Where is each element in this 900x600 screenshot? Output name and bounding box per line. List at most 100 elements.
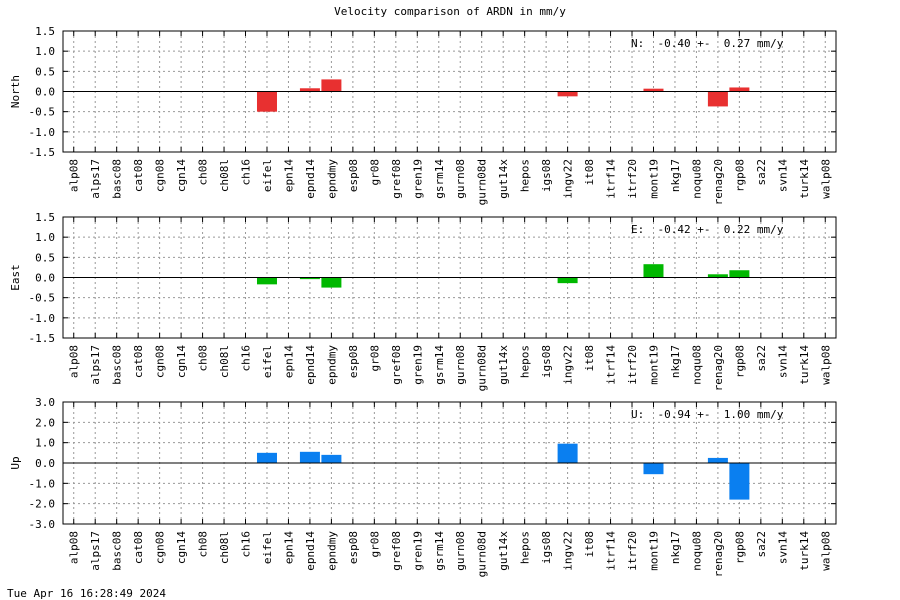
up-xtick-label: it08 xyxy=(583,531,596,558)
east-xtick-label: gurn08d xyxy=(476,345,489,391)
up-xtick-label: sa22 xyxy=(755,531,768,558)
east-bar-epndmy xyxy=(321,277,342,288)
up-xtick-label: hepos xyxy=(519,531,532,564)
east-xtick-label: epnd14 xyxy=(304,345,317,385)
north-xtick-label: gurn08d xyxy=(476,159,489,205)
east-xtick-label: gref08 xyxy=(390,345,403,385)
up-xtick-label: itrf20 xyxy=(626,531,639,571)
north-ytick-label: 1.0 xyxy=(35,45,55,58)
north-bar-ingv22 xyxy=(557,91,578,97)
up-ytick-label: 1.0 xyxy=(35,437,55,450)
east-xtick-label: eifel xyxy=(261,345,274,378)
north-xtick-label: gren19 xyxy=(411,159,424,199)
north-xtick-label: gref08 xyxy=(390,159,403,199)
north-xtick-label: itrf20 xyxy=(626,159,639,199)
east-ytick-label: 1.5 xyxy=(35,211,55,224)
up-xtick-label: basc08 xyxy=(111,531,124,571)
up-xtick-label: alps17 xyxy=(89,531,102,571)
north-xtick-label: basc08 xyxy=(111,159,124,199)
up-ytick-label: 2.0 xyxy=(35,416,55,429)
up-bar-ingv22 xyxy=(557,443,578,463)
up-xtick-label: renag20 xyxy=(712,531,725,577)
up-xtick-label: cgn08 xyxy=(154,531,167,564)
up-xtick-label: mont19 xyxy=(647,531,660,571)
east-xtick-label: itrf14 xyxy=(605,345,618,385)
up-xtick-label: rgp08 xyxy=(733,531,746,564)
east-xtick-label: gsrm14 xyxy=(433,345,446,385)
north-xtick-label: igs08 xyxy=(540,159,553,192)
east-ytick-label: 0.5 xyxy=(35,251,55,264)
east-xtick-label: noqu08 xyxy=(690,345,703,385)
north-bar-rgp08 xyxy=(729,87,750,92)
timestamp-footer: Tue Apr 16 16:28:49 2024 xyxy=(7,587,166,600)
north-ytick-label: 0.0 xyxy=(35,86,55,99)
north-xtick-label: gurn08 xyxy=(454,159,467,199)
east-xtick-label: sa22 xyxy=(755,345,768,372)
east-xtick-label: esp08 xyxy=(347,345,360,378)
north-ytick-label: -0.5 xyxy=(29,106,56,119)
up-summary-label: U: -0.94 +- 1.00 mm/y xyxy=(631,408,784,421)
north-xtick-label: gut14x xyxy=(497,159,510,199)
north-xtick-label: ch16 xyxy=(240,159,253,186)
up-ytick-label: 0.0 xyxy=(35,457,55,470)
east-xtick-label: renag20 xyxy=(712,345,725,391)
east-xtick-label: svn14 xyxy=(776,345,789,378)
north-xtick-label: mont19 xyxy=(647,159,660,199)
chart-title: Velocity comparison of ARDN in mm/y xyxy=(334,5,566,18)
east-bar-epnd14 xyxy=(299,277,320,280)
up-bar-epnd14 xyxy=(299,451,320,463)
north-xtick-label: renag20 xyxy=(712,159,725,205)
up-xtick-label: cgn14 xyxy=(175,531,188,564)
up-xtick-label: gref08 xyxy=(390,531,403,571)
east-xtick-label: rgp08 xyxy=(733,345,746,378)
up-ytick-label: 3.0 xyxy=(35,396,55,409)
up-xtick-label: ch08 xyxy=(197,531,210,558)
north-xtick-label: svn14 xyxy=(776,159,789,192)
east-bar-ingv22 xyxy=(557,277,578,284)
north-bar-renag20 xyxy=(707,91,728,107)
north-xtick-label: cat08 xyxy=(132,159,145,192)
north-xtick-label: alp08 xyxy=(68,159,81,192)
east-xtick-label: turk14 xyxy=(798,345,811,385)
east-xtick-label: itrf20 xyxy=(626,345,639,385)
up-xtick-label: eifel xyxy=(261,531,274,564)
north-bar-eifel xyxy=(256,91,277,112)
east-xtick-label: gren19 xyxy=(411,345,424,385)
north-xtick-label: ch08l xyxy=(218,159,231,192)
north-xtick-label: walp08 xyxy=(819,159,832,199)
east-bar-rgp08 xyxy=(729,270,750,278)
up-xtick-label: walp08 xyxy=(819,531,832,571)
east-xtick-label: cgn08 xyxy=(154,345,167,378)
east-xtick-label: ingv22 xyxy=(562,345,575,385)
north-ylabel: North xyxy=(9,75,22,108)
east-bar-eifel xyxy=(256,277,277,285)
up-xtick-label: svn14 xyxy=(776,531,789,564)
north-xtick-label: turk14 xyxy=(798,159,811,199)
east-xtick-label: walp08 xyxy=(819,345,832,385)
north-xtick-label: epn14 xyxy=(282,159,295,192)
north-xtick-label: sa22 xyxy=(755,159,768,186)
east-xtick-label: it08 xyxy=(583,345,596,372)
east-xtick-label: basc08 xyxy=(111,345,124,385)
up-xtick-label: esp08 xyxy=(347,531,360,564)
east-xtick-label: ch16 xyxy=(240,345,253,372)
east-bar-renag20 xyxy=(707,274,728,278)
east-xtick-label: gurn08 xyxy=(454,345,467,385)
north-xtick-label: gsrm14 xyxy=(433,159,446,199)
north-xtick-label: ch08 xyxy=(197,159,210,186)
up-xtick-label: gren19 xyxy=(411,531,424,571)
east-xtick-label: igs08 xyxy=(540,345,553,378)
up-xtick-label: ch16 xyxy=(240,531,253,558)
up-bar-epndmy xyxy=(321,454,342,463)
up-xtick-label: gurn08 xyxy=(454,531,467,571)
east-bar-mont19 xyxy=(643,264,664,278)
up-ytick-label: -3.0 xyxy=(29,518,56,531)
up-xtick-label: igs08 xyxy=(540,531,553,564)
north-xtick-label: gr08 xyxy=(368,159,381,186)
east-ytick-label: 0.0 xyxy=(35,272,55,285)
north-xtick-label: hepos xyxy=(519,159,532,192)
east-xtick-label: cgn14 xyxy=(175,345,188,378)
east-xtick-label: gr08 xyxy=(368,345,381,372)
up-xtick-label: epnd14 xyxy=(304,531,317,571)
